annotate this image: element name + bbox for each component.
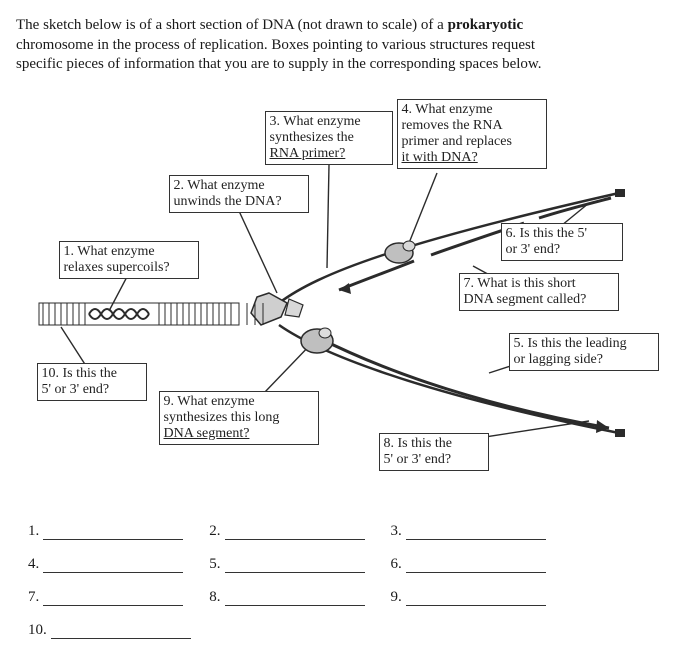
answer-5: 5.: [209, 556, 364, 573]
answer-row-3: 7. 8. 9.: [28, 589, 661, 606]
answer-10-blank[interactable]: [51, 624, 191, 639]
answer-5-blank[interactable]: [225, 558, 365, 573]
question-box-5: 5. Is this the leading or lagging side?: [509, 333, 659, 371]
answer-6-blank[interactable]: [406, 558, 546, 573]
q7-l1: 7. What is this short: [464, 276, 576, 291]
answer-8-num: 8.: [209, 589, 220, 606]
q1-l1: 1. What enzyme: [64, 244, 155, 259]
answer-6-num: 6.: [391, 556, 402, 573]
q5-l1: 5. Is this the leading: [514, 336, 627, 351]
q8-l1: 8. Is this the: [384, 436, 452, 451]
answer-4-num: 4.: [28, 556, 39, 573]
answer-3-blank[interactable]: [406, 525, 546, 540]
q3-l3: RNA primer?: [270, 146, 346, 161]
q9-l1: 9. What enzyme: [164, 394, 255, 409]
answer-7: 7.: [28, 589, 183, 606]
question-box-3: 3. What enzyme synthesizes the RNA prime…: [265, 111, 393, 165]
q9-l3: DNA segment?: [164, 426, 250, 441]
answer-9-blank[interactable]: [406, 591, 546, 606]
answer-row-2: 4. 5. 6.: [28, 556, 661, 573]
q10-l1: 10. Is this the: [42, 366, 117, 381]
q6-l1: 6. Is this the 5': [506, 226, 587, 241]
answer-9: 9.: [391, 589, 546, 606]
q4-l4: it with DNA?: [402, 150, 478, 165]
q7-l2: DNA segment called?: [464, 292, 587, 307]
q9-l2: synthesizes this long: [164, 410, 280, 425]
answer-section: 1. 2. 3. 4. 5. 6. 7. 8. 9. 10.: [16, 523, 661, 639]
answer-1-num: 1.: [28, 523, 39, 540]
dna-diagram: 1. What enzyme relaxes supercoils? 2. Wh…: [19, 93, 659, 493]
q3-l2: synthesizes the: [270, 130, 354, 145]
answer-5-num: 5.: [209, 556, 220, 573]
answer-1-blank[interactable]: [43, 525, 183, 540]
answer-3-num: 3.: [391, 523, 402, 540]
answer-9-num: 9.: [391, 589, 402, 606]
answer-7-blank[interactable]: [43, 591, 183, 606]
q4-l2: removes the RNA: [402, 118, 503, 133]
question-box-8: 8. Is this the 5' or 3' end?: [379, 433, 489, 471]
answer-2: 2.: [209, 523, 364, 540]
answer-6: 6.: [391, 556, 546, 573]
question-box-1: 1. What enzyme relaxes supercoils?: [59, 241, 199, 279]
answer-8-blank[interactable]: [225, 591, 365, 606]
intro-line2: chromosome in the process of replication…: [16, 37, 535, 53]
answer-2-num: 2.: [209, 523, 220, 540]
q6-l2: or 3' end?: [506, 242, 561, 257]
q1-l2: relaxes supercoils?: [64, 260, 170, 275]
q8-l2: 5' or 3' end?: [384, 452, 452, 467]
answer-10-num: 10.: [28, 622, 47, 639]
answer-8: 8.: [209, 589, 364, 606]
answer-4-blank[interactable]: [43, 558, 183, 573]
answer-4: 4.: [28, 556, 183, 573]
intro-line1-pre: The sketch below is of a short section o…: [16, 17, 448, 33]
answer-row-4: 10.: [28, 622, 661, 639]
question-box-10: 10. Is this the 5' or 3' end?: [37, 363, 147, 401]
q4-l1: 4. What enzyme: [402, 102, 493, 117]
answer-10: 10.: [28, 622, 191, 639]
intro-paragraph: The sketch below is of a short section o…: [16, 16, 661, 75]
answer-1: 1.: [28, 523, 183, 540]
answer-2-blank[interactable]: [225, 525, 365, 540]
answer-7-num: 7.: [28, 589, 39, 606]
q4-l3: primer and replaces: [402, 134, 512, 149]
answer-row-1: 1. 2. 3.: [28, 523, 661, 540]
question-box-4: 4. What enzyme removes the RNA primer an…: [397, 99, 547, 169]
q10-l2: 5' or 3' end?: [42, 382, 110, 397]
question-box-6: 6. Is this the 5' or 3' end?: [501, 223, 623, 261]
question-box-9: 9. What enzyme synthesizes this long DNA…: [159, 391, 319, 445]
q2-l2: unwinds the DNA?: [174, 194, 282, 209]
answer-3: 3.: [391, 523, 546, 540]
question-box-7: 7. What is this short DNA segment called…: [459, 273, 619, 311]
question-box-2: 2. What enzyme unwinds the DNA?: [169, 175, 309, 213]
q3-l1: 3. What enzyme: [270, 114, 361, 129]
intro-line3: specific pieces of information that you …: [16, 56, 542, 72]
q2-l1: 2. What enzyme: [174, 178, 265, 193]
q5-l2: or lagging side?: [514, 352, 603, 367]
intro-line1-bold: prokaryotic: [448, 17, 524, 33]
